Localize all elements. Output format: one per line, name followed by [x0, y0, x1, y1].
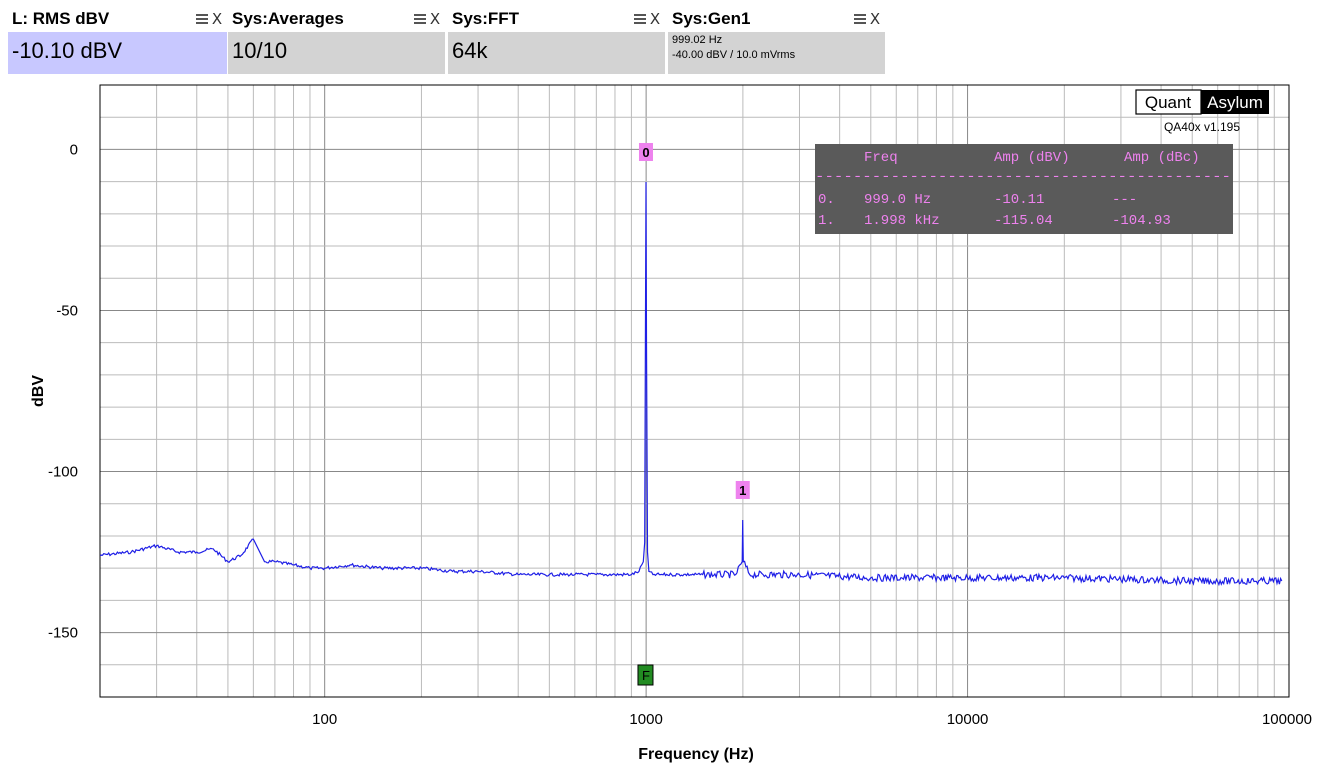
widget-value: 10/10 — [232, 38, 288, 63]
menu-icon[interactable] — [634, 14, 646, 24]
row-amp-dbc: -104.93 — [1112, 213, 1171, 229]
brand-quant: Quant — [1145, 93, 1192, 112]
row-index: 1. — [818, 213, 835, 229]
widget-title: Sys:Gen1 — [672, 9, 751, 28]
series-line — [99, 181, 1283, 587]
fft-widget[interactable]: Sys:FFT X 64k — [448, 6, 665, 74]
row-freq: 999.0 Hz — [864, 192, 931, 208]
y-tick-label: -100 — [48, 464, 78, 481]
gen-frequency: 999.02 Hz — [672, 34, 723, 46]
menu-icon[interactable] — [414, 14, 426, 24]
peak-marker — [638, 142, 653, 161]
header-freq: Freq — [864, 150, 898, 166]
row-index: 0. — [818, 192, 835, 208]
markers-table-background — [815, 144, 1233, 234]
brand-asylum-box — [1201, 90, 1269, 114]
widget-title: L: RMS dBV — [12, 9, 110, 28]
row-amp-dbv: -10.11 — [994, 192, 1044, 208]
widget-title-bar[interactable]: Sys:FFT X — [448, 6, 665, 32]
x-tick-label: 10000 — [947, 711, 989, 728]
y-axis-label: dBV — [30, 375, 47, 407]
y-tick-label: 0 — [70, 141, 78, 158]
peak-marker — [735, 480, 750, 499]
widget-value: -10.10 dBV — [12, 38, 123, 63]
markers-table: Freq Amp (dBV) Amp (dBc) ---------------… — [815, 144, 1233, 234]
row-amp-dbv: -115.04 — [994, 213, 1053, 229]
close-icon[interactable]: X — [649, 10, 661, 28]
row-freq: 1.998 kHz — [864, 213, 940, 229]
menu-icon[interactable] — [854, 14, 866, 24]
widget-title-bar[interactable]: L: RMS dBV X — [8, 6, 227, 32]
x-tick-label: 100000 — [1262, 711, 1312, 728]
brand-logo: Quant Asylum QA40x v1.195 — [1135, 89, 1269, 134]
x-tick-label: 100 — [312, 711, 337, 728]
gen-level: -40.00 dBV / 10.0 mVrms — [672, 49, 796, 61]
brand-asylum: Asylum — [1207, 93, 1263, 112]
menu-icon[interactable] — [196, 14, 208, 24]
close-icon[interactable]: X — [429, 10, 441, 28]
rms-dbv-widget[interactable]: L: RMS dBV X -10.10 dBV — [8, 6, 227, 74]
gen1-widget[interactable]: Sys:Gen1 X 999.02 Hz -40.00 dBV / 10.0 m… — [668, 6, 885, 74]
generator-marker-label: F — [642, 668, 650, 683]
widget-title: Sys:FFT — [452, 9, 520, 28]
x-tick-label: 1000 — [629, 711, 662, 728]
peak-marker-label: 0 — [642, 145, 649, 160]
widget-value: 999.02 Hz -40.00 dBV / 10.0 mVrms — [672, 33, 795, 63]
close-icon[interactable]: X — [869, 10, 881, 28]
table-separator: ----------------------------------------… — [815, 169, 1231, 185]
widget-value-background — [8, 32, 227, 74]
version-label: QA40x v1.195 — [1164, 120, 1240, 134]
x-axis-ticks: 100 1000 10000 100000 — [312, 711, 1312, 728]
averages-widget[interactable]: Sys:Averages X 10/10 — [228, 6, 445, 74]
header-amp-dbv: Amp (dBV) — [994, 150, 1070, 166]
close-icon[interactable]: X — [211, 10, 223, 28]
header-amp-dbc: Amp (dBc) — [1124, 150, 1200, 166]
peak-marker-label: 1 — [739, 483, 746, 498]
y-axis-ticks: 0 -50 -100 -150 — [48, 141, 78, 641]
widget-title-bar[interactable]: Sys:Gen1 X — [668, 6, 885, 32]
row-amp-dbc: --- — [1112, 192, 1137, 208]
widget-title: Sys:Averages — [232, 9, 344, 28]
widget-title-bar[interactable]: Sys:Averages X — [228, 6, 445, 32]
y-tick-label: -150 — [48, 625, 78, 642]
generator-marker — [637, 664, 654, 686]
x-axis-label: Frequency (Hz) — [638, 746, 754, 763]
widget-value: 64k — [452, 38, 488, 63]
plot-frame — [99, 84, 1290, 698]
y-tick-label: -50 — [56, 302, 78, 319]
peak-markers: 0 1 F — [637, 142, 750, 686]
